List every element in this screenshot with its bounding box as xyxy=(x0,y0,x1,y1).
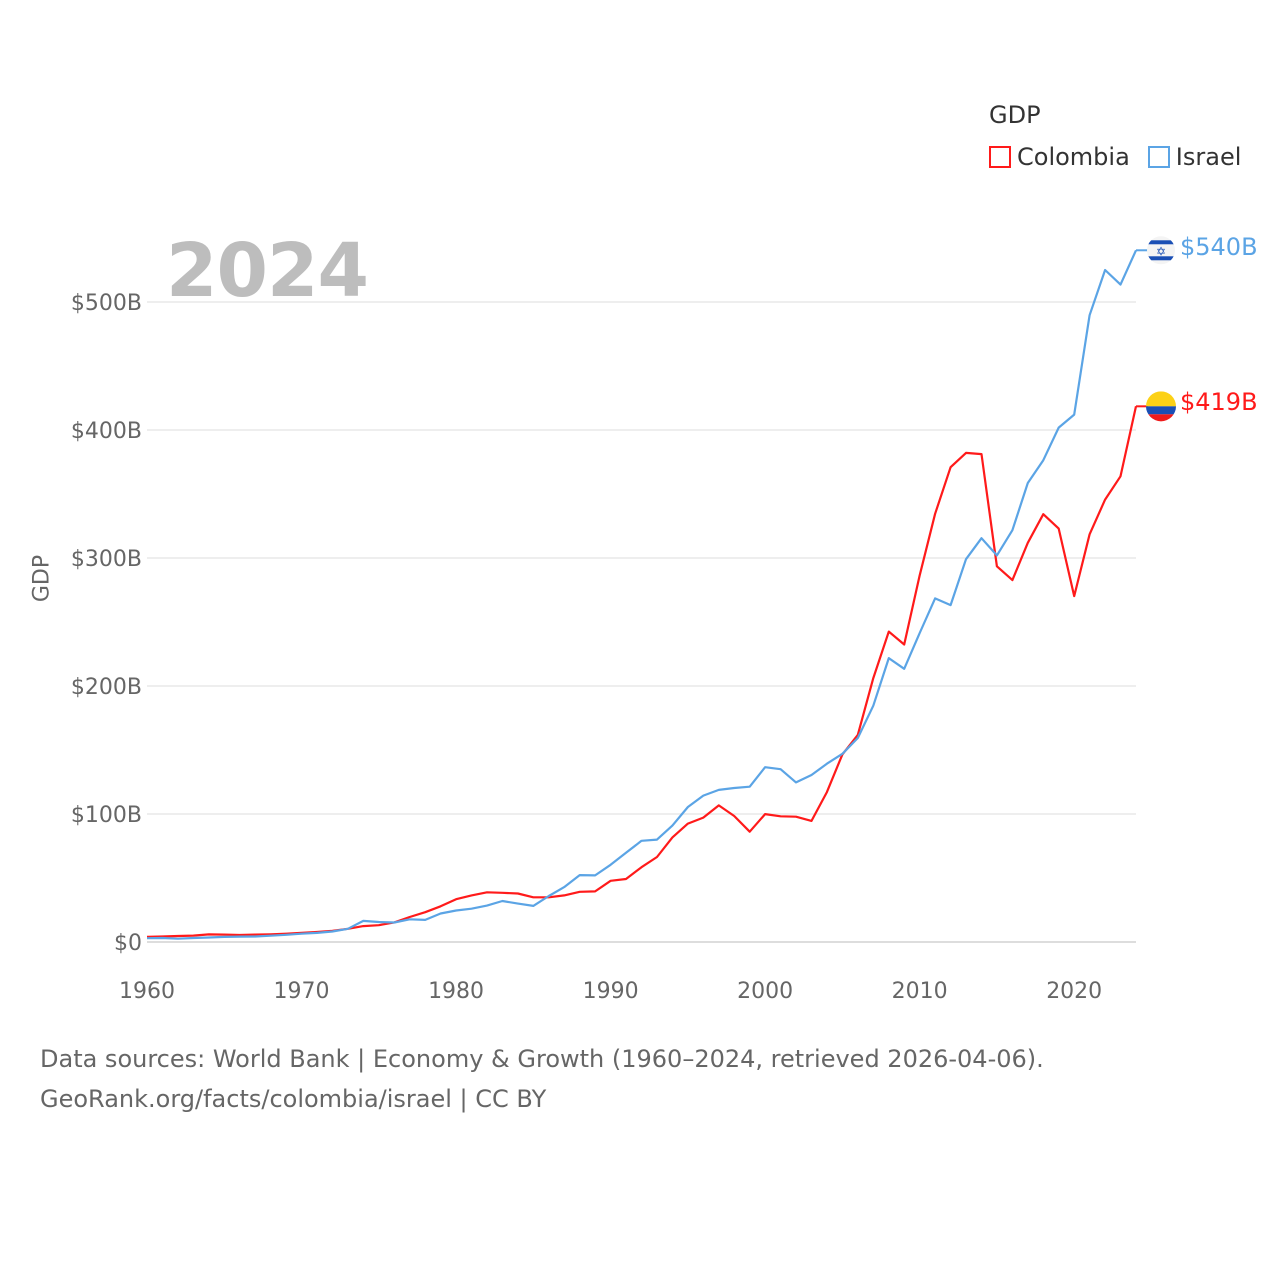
legend-swatch-israel xyxy=(1147,146,1170,168)
y-axis-label: GDP xyxy=(29,554,55,603)
star-of-david-icon: ✡ xyxy=(1156,244,1166,258)
footer-sources: Data sources: World Bank | Economy & Gro… xyxy=(40,1045,1044,1073)
y-tick-label: $500B xyxy=(71,291,142,316)
x-tick-label: 1970 xyxy=(274,979,330,1004)
y-tick-label: $400B xyxy=(71,419,142,444)
legend-item-israel[interactable]: Israel xyxy=(1147,143,1242,171)
legend-label: Israel xyxy=(1175,143,1242,171)
x-tick-label: 2000 xyxy=(737,979,793,1004)
x-tick-label: 1990 xyxy=(583,979,639,1004)
legend: Colombia Israel xyxy=(989,143,1259,171)
x-tick-label: 1960 xyxy=(119,979,175,1004)
colombia-flag-icon xyxy=(1146,391,1176,407)
current-year-label: 2024 xyxy=(166,228,369,314)
y-tick-label: $100B xyxy=(71,803,142,828)
legend-item-colombia[interactable]: Colombia xyxy=(989,143,1130,171)
legend-swatch-colombia xyxy=(989,146,1011,168)
israel-flag-icon xyxy=(1147,240,1175,245)
y-tick-label: $0 xyxy=(114,931,142,956)
legend-label: Colombia xyxy=(1017,143,1130,171)
y-tick-label: $300B xyxy=(71,547,142,572)
legend-title: GDP xyxy=(989,101,1041,129)
x-tick-label: 1980 xyxy=(428,979,484,1004)
series-line-colombia xyxy=(146,406,1138,938)
footer-link[interactable]: GeoRank.org/facts/colombia/israel | CC B… xyxy=(40,1085,547,1113)
x-tick-label: 2020 xyxy=(1046,979,1102,1004)
end-label-israel: $540B xyxy=(1180,233,1258,261)
israel-flag-icon xyxy=(1147,256,1175,261)
end-label-colombia: $419B xyxy=(1180,388,1258,416)
colombia-flag-icon xyxy=(1146,406,1176,415)
series-line-israel xyxy=(146,249,1138,940)
x-tick-label: 2010 xyxy=(892,979,948,1004)
y-tick-label: $200B xyxy=(71,675,142,700)
colombia-flag-icon xyxy=(1146,414,1176,422)
